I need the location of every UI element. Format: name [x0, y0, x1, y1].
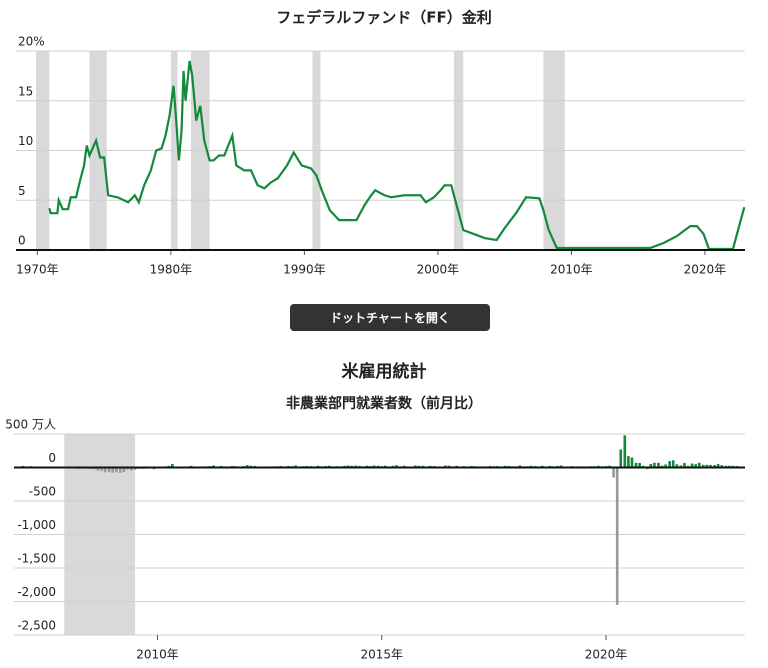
x-tick-label: 1990年 — [283, 263, 326, 277]
bar — [657, 462, 660, 468]
bar — [701, 464, 705, 468]
bar — [372, 465, 376, 468]
y-tick-label: 15 — [18, 84, 33, 98]
bar — [638, 462, 641, 468]
bar — [612, 467, 615, 478]
bar — [395, 465, 398, 468]
bar — [107, 467, 111, 473]
chart-title: 米雇用統計 — [342, 361, 427, 382]
y-tick-label: 10 — [18, 134, 33, 148]
bar — [709, 464, 712, 468]
bar — [653, 462, 656, 468]
chart-subtitle: 非農業部門就業者数（前月比） — [286, 395, 482, 412]
bar — [294, 465, 297, 468]
bar — [716, 463, 720, 468]
x-tick-label: 2010年 — [136, 648, 179, 662]
bar — [122, 467, 126, 473]
bar — [623, 435, 627, 468]
bar — [679, 465, 683, 468]
bar — [634, 462, 638, 468]
bar — [559, 465, 563, 468]
x-tick-label: 2015年 — [360, 648, 403, 662]
bar — [212, 465, 215, 468]
bar — [100, 467, 103, 471]
bar — [675, 464, 679, 468]
bar — [664, 464, 667, 468]
bar — [619, 449, 623, 468]
bar — [697, 462, 701, 468]
chart-title: フェデラルファンド（FF）金利 — [276, 9, 492, 27]
bar — [694, 464, 697, 468]
bar — [671, 460, 675, 468]
bar — [118, 467, 122, 473]
rate-line — [48, 60, 746, 251]
bar — [615, 467, 619, 605]
x-tick-label: 1980年 — [150, 263, 193, 277]
bar — [130, 467, 133, 471]
y-tick-label: 0 — [18, 234, 26, 248]
bar — [705, 464, 709, 468]
open-dot-chart-button[interactable]: ドットチャートを開く — [290, 304, 490, 331]
bar — [346, 465, 350, 468]
x-tick-label: 2020年 — [684, 263, 727, 277]
x-tick-label: 2020年 — [585, 648, 628, 662]
y-tick-label: -1,500 — [17, 552, 56, 566]
bar — [414, 465, 417, 468]
y-tick-label: 0 — [48, 451, 56, 465]
y-tick-label: -2,500 — [17, 619, 56, 633]
y-tick-label: -2,000 — [17, 585, 56, 599]
bar — [713, 465, 716, 468]
bar — [649, 464, 653, 468]
bar — [683, 462, 686, 468]
y-tick-label: 20% — [18, 35, 45, 49]
bar — [126, 467, 129, 470]
bar — [111, 467, 114, 473]
y-tick-label: -500 — [29, 485, 56, 499]
bar — [114, 467, 118, 473]
y-tick-label: -1,000 — [17, 518, 56, 532]
x-tick-label: 2010年 — [550, 263, 593, 277]
y-tick-label: 500 万人 — [5, 418, 56, 432]
bar — [518, 465, 522, 468]
bar — [171, 464, 174, 468]
bar — [690, 463, 694, 468]
y-tick-label: 5 — [18, 184, 26, 198]
bar — [96, 467, 100, 471]
bar — [103, 467, 107, 473]
x-tick-label: 2000年 — [417, 263, 460, 277]
bar — [627, 456, 630, 468]
bar — [720, 465, 723, 468]
bar — [630, 457, 634, 468]
bar — [668, 461, 671, 468]
x-tick-label: 1970年 — [16, 263, 59, 277]
bar — [133, 467, 137, 470]
bar — [245, 465, 249, 468]
